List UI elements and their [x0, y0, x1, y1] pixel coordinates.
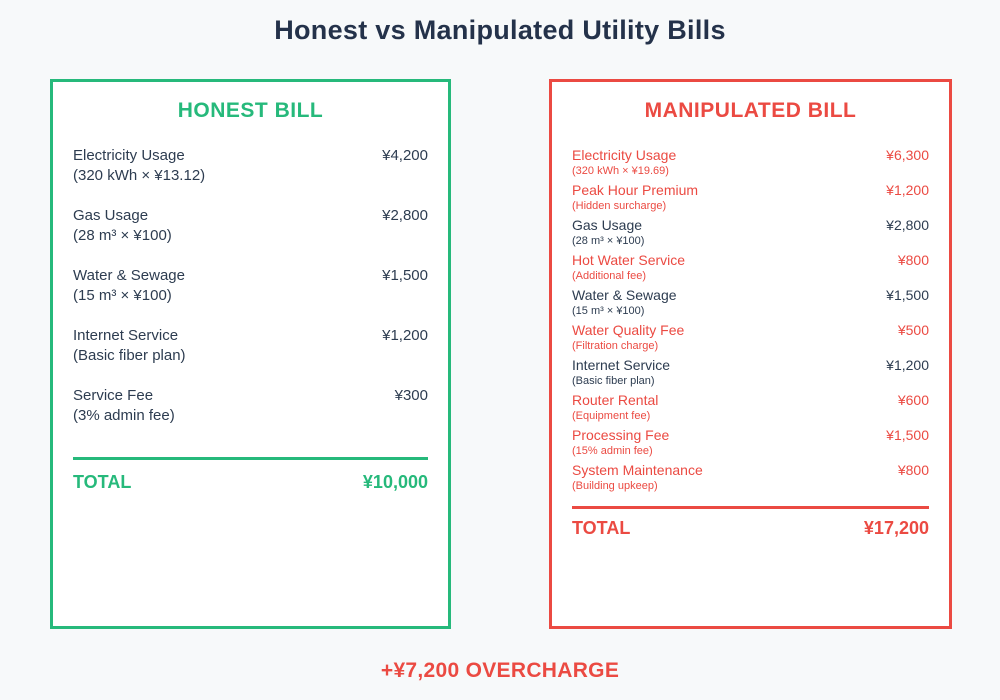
- line-item-name: Electricity Usage: [572, 147, 677, 163]
- line-item-detail: (3% admin fee): [73, 407, 175, 424]
- line-item-name: Gas Usage: [73, 207, 149, 224]
- bill-line-item: Electricity Usage (320 kWh × ¥13.12) ¥4,…: [73, 146, 428, 186]
- bill-line-item: Gas Usage (28 m³ × ¥100) ¥2,800: [572, 216, 929, 248]
- line-item-amount: ¥1,200: [886, 357, 929, 373]
- line-item-amount: ¥2,800: [886, 217, 929, 233]
- honest-total-label: TOTAL: [73, 472, 132, 492]
- line-item-amount: ¥1,200: [382, 327, 428, 344]
- line-item-amount: ¥600: [897, 392, 929, 408]
- line-item-labels: Water & Sewage (15 m³ × ¥100): [572, 286, 677, 318]
- line-item-detail: (28 m³ × ¥100): [73, 227, 172, 244]
- line-item-amount: ¥1,200: [886, 182, 929, 198]
- honest-bill-items: Electricity Usage (320 kWh × ¥13.12) ¥4,…: [73, 146, 428, 426]
- line-item-labels: Service Fee (3% admin fee): [73, 386, 175, 426]
- line-item-labels: Internet Service (Basic fiber plan): [572, 356, 670, 388]
- line-item-name: Gas Usage: [572, 217, 643, 233]
- bill-line-item: Gas Usage (28 m³ × ¥100) ¥2,800: [73, 206, 428, 246]
- line-item-labels: Electricity Usage (320 kWh × ¥19.69): [572, 146, 676, 178]
- line-item-detail: (320 kWh × ¥19.69): [572, 165, 669, 177]
- manipulated-bill-card: MANIPULATED BILL Electricity Usage (320 …: [549, 79, 952, 629]
- line-item-detail: (15% admin fee): [572, 445, 653, 457]
- line-item-labels: Water Quality Fee (Filtration charge): [572, 321, 684, 353]
- manipulated-total-row: TOTAL ¥17,200: [572, 518, 929, 539]
- honest-total-row: TOTAL ¥10,000: [73, 472, 428, 493]
- bill-line-item: Water & Sewage (15 m³ × ¥100) ¥1,500: [572, 286, 929, 318]
- line-item-amount: ¥800: [897, 252, 929, 268]
- bill-line-item: Water Quality Fee (Filtration charge) ¥5…: [572, 321, 929, 353]
- line-item-name: Water & Sewage: [73, 267, 185, 284]
- line-item-amount: ¥500: [897, 322, 929, 338]
- honest-total-amount: ¥10,000: [362, 472, 428, 492]
- line-item-detail: (Basic fiber plan): [572, 375, 655, 387]
- line-item-amount: ¥300: [394, 387, 428, 404]
- line-item-labels: Gas Usage (28 m³ × ¥100): [572, 216, 644, 248]
- overcharge-banner: +¥7,200 OVERCHARGE: [380, 659, 620, 682]
- bill-line-item: Router Rental (Equipment fee) ¥600: [572, 391, 929, 423]
- line-item-amount: ¥1,500: [886, 427, 929, 443]
- honest-bill-title: HONEST BILL: [177, 99, 324, 122]
- line-item-name: Electricity Usage: [73, 147, 185, 164]
- line-item-detail: (Equipment fee): [572, 410, 651, 422]
- manipulated-bill-title: MANIPULATED BILL: [644, 99, 857, 122]
- line-item-name: Peak Hour Premium: [572, 182, 699, 198]
- honest-total-divider: [73, 457, 428, 460]
- line-item-detail: (15 m³ × ¥100): [73, 287, 172, 304]
- line-item-labels: Hot Water Service (Additional fee): [572, 251, 685, 283]
- line-item-amount: ¥800: [897, 462, 929, 478]
- manipulated-total-amount: ¥17,200: [863, 518, 929, 538]
- line-item-detail: (Additional fee): [572, 270, 646, 282]
- line-item-detail: (Basic fiber plan): [73, 347, 186, 364]
- bill-line-item: Internet Service (Basic fiber plan) ¥1,2…: [572, 356, 929, 388]
- line-item-name: Internet Service: [572, 357, 671, 373]
- line-item-labels: Gas Usage (28 m³ × ¥100): [73, 206, 172, 246]
- line-item-labels: Peak Hour Premium (Hidden surcharge): [572, 181, 698, 213]
- line-item-labels: Internet Service (Basic fiber plan): [73, 326, 186, 366]
- line-item-labels: Processing Fee (15% admin fee): [572, 426, 669, 458]
- line-item-amount: ¥4,200: [382, 147, 428, 164]
- line-item-amount: ¥1,500: [382, 267, 428, 284]
- line-item-name: Water & Sewage: [572, 287, 677, 303]
- line-item-name: Water Quality Fee: [572, 322, 685, 338]
- line-item-name: Hot Water Service: [572, 252, 686, 268]
- line-item-labels: Water & Sewage (15 m³ × ¥100): [73, 266, 185, 306]
- line-item-name: Internet Service: [73, 327, 179, 344]
- page-title: Honest vs Manipulated Utility Bills: [274, 15, 726, 45]
- bill-line-item: Service Fee (3% admin fee) ¥300: [73, 386, 428, 426]
- line-item-amount: ¥1,500: [886, 287, 929, 303]
- line-item-detail: (15 m³ × ¥100): [572, 305, 645, 317]
- line-item-name: Router Rental: [572, 392, 659, 408]
- line-item-name: Processing Fee: [572, 427, 670, 443]
- manipulated-bill-items: Electricity Usage (320 kWh × ¥19.69) ¥6,…: [572, 146, 929, 493]
- bill-line-item: Internet Service (Basic fiber plan) ¥1,2…: [73, 326, 428, 366]
- honest-bill-card: HONEST BILL Electricity Usage (320 kWh ×…: [50, 79, 451, 629]
- bill-line-item: Processing Fee (15% admin fee) ¥1,500: [572, 426, 929, 458]
- line-item-name: Service Fee: [73, 387, 154, 404]
- line-item-labels: System Maintenance (Building upkeep): [572, 461, 703, 493]
- line-item-detail: (320 kWh × ¥13.12): [73, 167, 206, 184]
- manipulated-total-divider: [572, 506, 929, 509]
- line-item-labels: Router Rental (Equipment fee): [572, 391, 658, 423]
- bill-line-item: Hot Water Service (Additional fee) ¥800: [572, 251, 929, 283]
- line-item-labels: Electricity Usage (320 kWh × ¥13.12): [73, 146, 205, 186]
- line-item-amount: ¥2,800: [382, 207, 428, 224]
- manipulated-total-label: TOTAL: [572, 518, 631, 538]
- line-item-name: System Maintenance: [572, 462, 703, 478]
- bill-line-item: Peak Hour Premium (Hidden surcharge) ¥1,…: [572, 181, 929, 213]
- line-item-detail: (Hidden surcharge): [572, 200, 667, 212]
- line-item-detail: (Building upkeep): [572, 480, 658, 492]
- line-item-detail: (Filtration charge): [572, 340, 659, 352]
- bill-line-item: System Maintenance (Building upkeep) ¥80…: [572, 461, 929, 493]
- line-item-detail: (28 m³ × ¥100): [572, 235, 645, 247]
- line-item-amount: ¥6,300: [886, 147, 929, 163]
- bill-line-item: Water & Sewage (15 m³ × ¥100) ¥1,500: [73, 266, 428, 306]
- bill-line-item: Electricity Usage (320 kWh × ¥19.69) ¥6,…: [572, 146, 929, 178]
